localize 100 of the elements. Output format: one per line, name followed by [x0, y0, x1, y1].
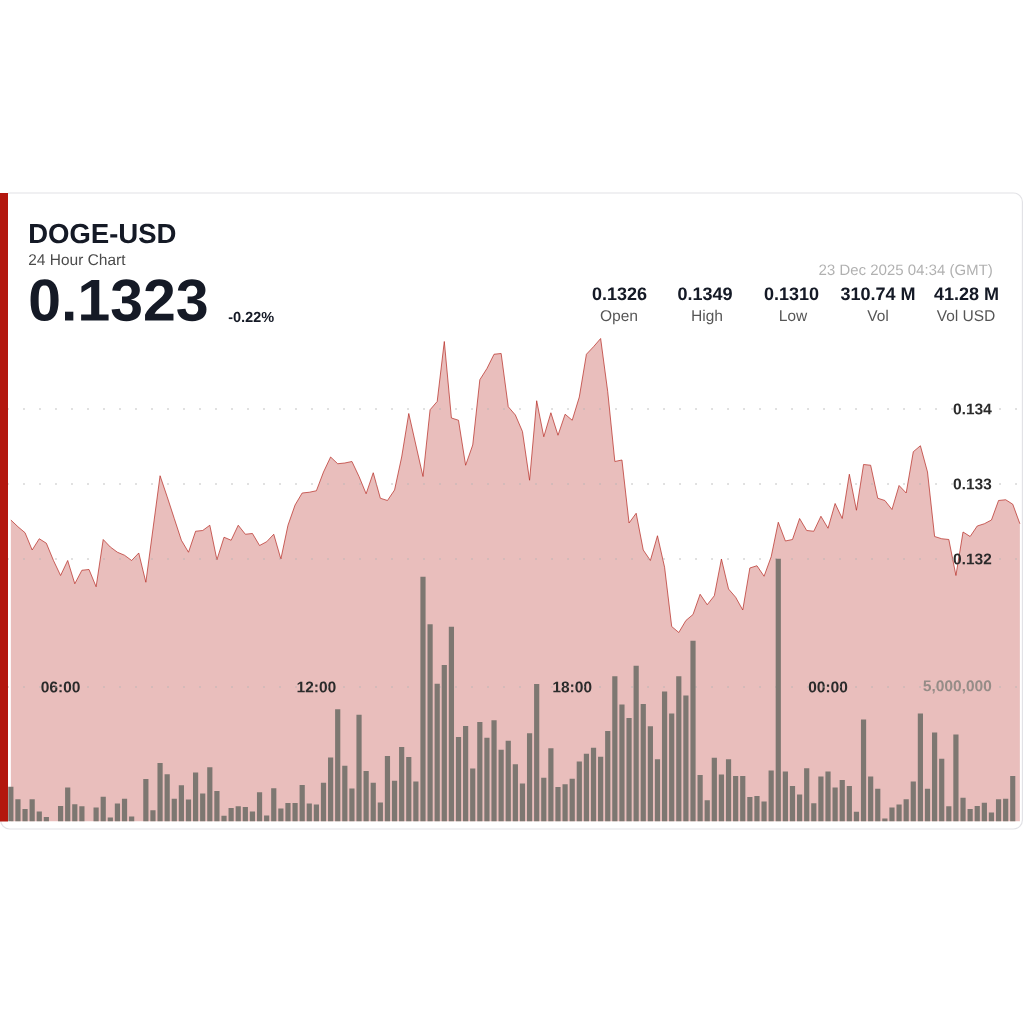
- bar: [207, 767, 213, 822]
- bar: [598, 756, 604, 822]
- bar: [79, 806, 85, 822]
- bar: [747, 797, 753, 822]
- bar: [399, 746, 405, 822]
- text: DOGE-USD: [30, 223, 176, 244]
- bar: [370, 782, 376, 822]
- annotation: Low: [780, 310, 808, 322]
- bar: [995, 799, 1002, 822]
- bar: [512, 764, 518, 822]
- bar: [562, 784, 568, 822]
- bar: [939, 758, 945, 822]
- bar: [477, 721, 483, 822]
- bar: [228, 808, 234, 822]
- annotation: 23 Dec 2025 04:34 (GMT): [819, 264, 992, 279]
- annotation: 0.1310: [764, 287, 819, 301]
- x-tick-label: 12:00: [297, 681, 336, 693]
- bar: [555, 787, 561, 822]
- bar: [590, 747, 597, 822]
- bar: [775, 558, 781, 822]
- bar: [178, 785, 184, 822]
- bar: [235, 806, 241, 822]
- bar: [185, 799, 192, 822]
- bar: [924, 788, 931, 822]
- bar: [661, 691, 668, 822]
- bar: [612, 676, 618, 822]
- bar: [839, 780, 845, 822]
- bar: [256, 792, 263, 822]
- bar: [711, 757, 717, 822]
- bar: [306, 803, 312, 822]
- bar: [377, 802, 383, 822]
- bar: [676, 676, 682, 822]
- bar: [519, 783, 526, 822]
- bar: [121, 798, 128, 822]
- bar: [448, 626, 455, 822]
- annotation: Vol USD: [936, 309, 995, 322]
- bar: [100, 796, 106, 822]
- bar: [278, 808, 284, 822]
- annotation: 310.74 M: [840, 287, 915, 301]
- bar: [328, 757, 334, 822]
- bar: [768, 770, 774, 822]
- bar: [633, 665, 639, 822]
- bar: [605, 731, 611, 822]
- bar: [143, 778, 149, 822]
- annotation: Vol: [867, 309, 888, 322]
- bar: [654, 759, 661, 822]
- bar: [505, 740, 511, 822]
- bar: [868, 776, 874, 822]
- bar: [576, 761, 582, 822]
- annotation: Open: [600, 310, 637, 325]
- bar: [441, 664, 447, 822]
- bar: [463, 725, 469, 822]
- bar: [342, 765, 348, 822]
- bar: [406, 756, 412, 822]
- bar: [541, 777, 547, 822]
- bar: [299, 784, 305, 822]
- bar: [271, 788, 277, 822]
- bar: [981, 802, 987, 822]
- bar: [647, 726, 653, 822]
- annotation: 0.1349: [678, 287, 732, 301]
- bar: [846, 785, 852, 822]
- bar: [669, 713, 675, 822]
- bar: [910, 781, 916, 822]
- bar: [526, 733, 533, 822]
- bar: [171, 798, 177, 822]
- text: 24 Hour Chart: [28, 253, 126, 266]
- bar: [569, 778, 575, 822]
- annotation: 41.28 M: [934, 287, 998, 301]
- bar: [853, 811, 860, 822]
- bar: [193, 772, 199, 822]
- bar: [114, 803, 121, 822]
- bar: [811, 803, 817, 822]
- bar: [200, 793, 206, 822]
- bar: [384, 756, 391, 822]
- bar: [57, 805, 64, 822]
- bar: [718, 774, 725, 822]
- bar: [804, 768, 810, 822]
- bar: [391, 780, 398, 822]
- bar: [455, 737, 462, 822]
- annotation: 0.1326: [592, 287, 647, 301]
- bar: [733, 776, 739, 822]
- bar: [583, 753, 590, 822]
- bar: [932, 732, 938, 822]
- y-tick-label: 0.132: [953, 553, 992, 565]
- bar: [832, 787, 838, 822]
- bar: [1010, 776, 1016, 822]
- bar: [974, 805, 980, 822]
- bar: [72, 804, 78, 822]
- bar: [967, 809, 973, 822]
- bar: [740, 776, 746, 822]
- bar: [129, 816, 135, 822]
- y-tick-label: 0.133: [953, 478, 992, 490]
- bar: [640, 703, 646, 822]
- bar: [1003, 798, 1009, 822]
- bar: [782, 771, 788, 822]
- bar: [875, 788, 881, 822]
- bar: [470, 768, 476, 822]
- annotation: 0.1323: [30, 279, 207, 322]
- annotation: -0.22%: [228, 311, 274, 323]
- bar: [320, 782, 327, 822]
